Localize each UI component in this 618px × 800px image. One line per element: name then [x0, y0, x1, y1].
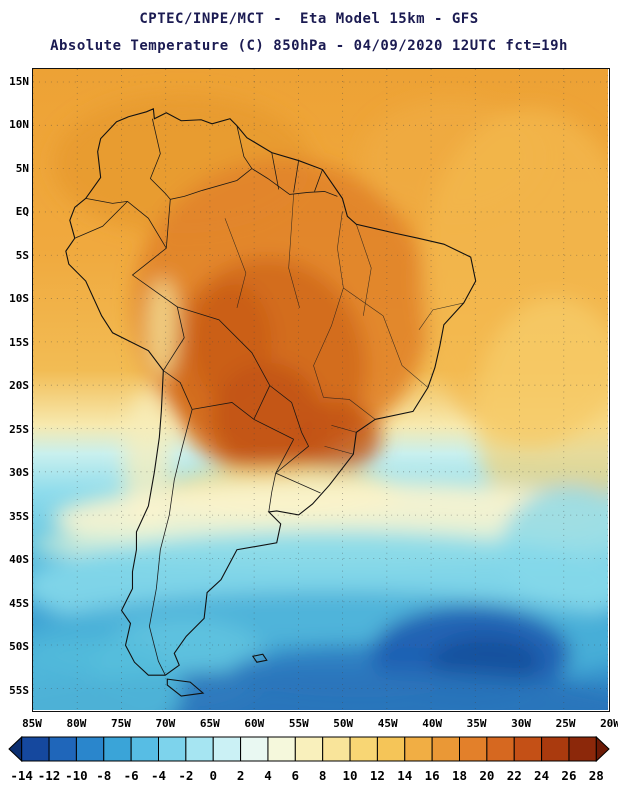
temperature-map	[33, 69, 608, 710]
colorbar-cell	[130, 736, 159, 762]
colorbar-cell	[404, 736, 433, 762]
colorbar-cell	[48, 736, 77, 762]
colorbar-cell	[376, 736, 406, 762]
title-field-line: Absolute Temperature (C) 850hPa - 04/09/…	[50, 38, 568, 55]
colorbar-cell	[75, 736, 105, 762]
colorbar-tick-label: -4	[150, 768, 167, 783]
lat-tick-label: 10N	[9, 118, 29, 132]
colorbar-cell	[459, 736, 488, 762]
lat-tick-label: EQ	[15, 205, 29, 219]
lat-tick-label: 10S	[9, 292, 29, 306]
colorbar-arrow-cap	[8, 735, 23, 763]
temperature-field	[33, 93, 608, 710]
temp-blob	[146, 278, 179, 378]
colorbar-tick-label: 16	[424, 768, 440, 783]
colorbar-tick-label: -6	[123, 768, 139, 783]
colorbar-cell	[568, 736, 597, 762]
map-frame	[32, 68, 610, 712]
lon-tick-label: 60W	[244, 717, 265, 730]
colorbar-tick-label: -12	[37, 768, 61, 783]
colorbar-tick-label: 8	[318, 768, 327, 783]
colorbar-cell	[185, 736, 214, 762]
colorbar-tick-label: 28	[588, 768, 604, 783]
lon-tick-label: 45W	[377, 717, 398, 730]
lat-tick-label: 5S	[15, 248, 29, 262]
colorbar-cell	[322, 736, 351, 762]
colorbar-cell	[486, 736, 515, 762]
colorbar-tick-label: 0	[209, 768, 217, 783]
colorbar-tick-label: 24	[534, 768, 550, 783]
colorbar-cell	[431, 736, 460, 762]
country-border-path	[74, 118, 338, 676]
lat-tick-label: 45S	[9, 596, 29, 610]
colorbar	[8, 735, 610, 763]
temp-blob	[291, 402, 382, 473]
lon-tick-label: 25W	[555, 717, 576, 730]
coastline-south-america	[65, 108, 477, 676]
grid-lines	[33, 69, 608, 710]
lon-tick-label: 80W	[66, 717, 87, 730]
temp-blob	[33, 636, 183, 710]
colorbar-labels: -14 -12 -10 -8 -6 -4 -2 0 2 4 6 8 10 12 14 16 18 20 22 24 26…	[8, 768, 610, 783]
lon-tick-label: 70W	[155, 717, 176, 730]
lat-tick-label: 35S	[9, 509, 29, 523]
title-model-line: CPTEC/INPE/MCT - Eta Model 15km - GFS	[139, 11, 479, 27]
lon-tick-label: 65W	[199, 717, 220, 730]
lon-tick-label: 55W	[288, 717, 309, 730]
country-borders	[74, 118, 338, 676]
lat-tick-label: 20S	[9, 379, 29, 393]
colorbar-tick-label: 6	[291, 768, 300, 783]
lat-tick-label: 5N	[15, 161, 29, 175]
lat-tick-label: 15S	[9, 335, 29, 349]
colorbar-tick-label: 20	[479, 768, 495, 783]
lat-tick-label: 50S	[9, 640, 29, 654]
lon-tick-label: 30W	[511, 717, 531, 730]
colorbar-tick-label: 12	[369, 768, 385, 783]
state-borders	[224, 194, 464, 455]
lat-tick-label: 30S	[9, 466, 29, 480]
coastline-falkland-islands	[251, 653, 268, 663]
lon-tick-label: 20W	[600, 717, 618, 730]
colorbar-tick-label: 4	[264, 768, 272, 783]
title-block: CPTEC/INPE/MCT - Eta Model 15km - GFS Ab…	[0, 6, 618, 61]
lat-tick-label: 40S	[9, 553, 29, 567]
lon-tick-label: 35W	[466, 717, 487, 730]
colorbar-tick-label: -10	[65, 768, 88, 783]
colorbar-cell	[267, 736, 296, 762]
state-border-path	[224, 194, 464, 455]
colorbar-cell	[294, 736, 324, 762]
lat-tick-label: 15N	[9, 74, 29, 88]
lat-tick-label: 25S	[9, 422, 29, 436]
temp-blob	[475, 297, 608, 537]
colorbar-cell	[349, 736, 378, 762]
colorbar-arrow-cap	[595, 735, 610, 763]
colorbar-cell	[21, 736, 50, 762]
coastline-tierra-del-fuego	[166, 678, 205, 697]
colorbar-tick-label: 26	[561, 768, 577, 783]
colorbar-tick-label: 22	[506, 768, 522, 783]
lon-tick-label: 85W	[22, 717, 42, 730]
colorbar-cell	[158, 736, 187, 762]
colorbar-cell	[240, 736, 269, 762]
lon-tick-label: 50W	[333, 717, 354, 730]
colorbar-svg	[8, 735, 610, 763]
coastline	[65, 108, 477, 697]
colorbar-tick-label: -14	[10, 768, 33, 783]
colorbar-tick-label: -8	[96, 768, 112, 783]
lon-tick-label: 40W	[422, 717, 443, 730]
colorbar-cell	[513, 736, 543, 762]
colorbar-cell	[212, 736, 242, 762]
colorbar-cell	[103, 736, 132, 762]
colorbar-tick-label: 2	[236, 768, 245, 783]
colorbar-tick-label: 10	[342, 768, 358, 783]
colorbar-tick-label: -2	[178, 768, 194, 783]
lat-tick-label: 55S	[9, 683, 29, 697]
colorbar-tick-label: 14	[397, 768, 413, 783]
colorbar-tick-label: 18	[451, 768, 468, 783]
colorbar-cell	[541, 736, 570, 762]
lon-tick-label: 75W	[110, 717, 131, 730]
